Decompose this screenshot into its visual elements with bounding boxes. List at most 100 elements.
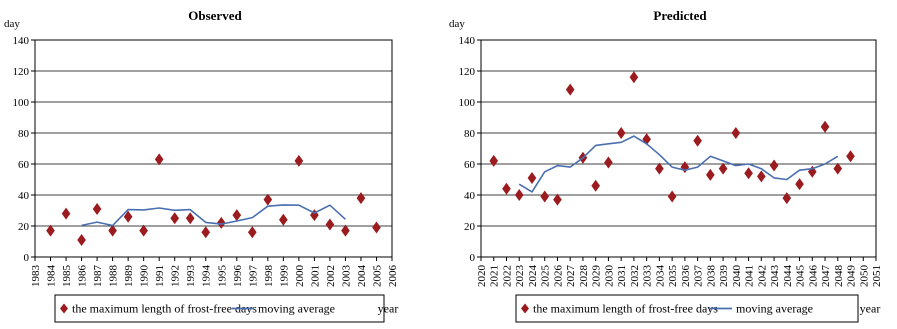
x-tick-label: 2004 — [356, 265, 368, 288]
y-unit-label: day — [449, 18, 465, 30]
legend-label-frost-free: the maximum length of frost-free days — [72, 302, 257, 316]
x-tick-label: 2039 — [718, 265, 730, 288]
x-tick-label: 2003 — [340, 265, 352, 288]
x-tick-label: 1986 — [77, 265, 89, 288]
x-tick-label: 2002 — [325, 265, 337, 287]
data-point-diamond — [769, 159, 779, 172]
y-tick-label: 100 — [13, 97, 30, 109]
data-point-diamond — [693, 134, 702, 147]
x-tick-label: 1994 — [201, 265, 213, 288]
x-tick-label: 2044 — [782, 265, 794, 288]
x-tick-label: 2046 — [807, 265, 819, 288]
x-tick-label: 2005 — [371, 265, 383, 288]
x-tick-label: 1988 — [108, 265, 120, 288]
legend: the maximum length of frost-free days mov… — [54, 294, 385, 323]
data-point-diamond — [108, 224, 117, 237]
data-point-diamond — [642, 133, 651, 146]
x-tick-label: 2045 — [795, 265, 807, 288]
x-tick-label: 2029 — [591, 265, 603, 288]
chart-title: Observed — [188, 8, 242, 23]
x-tick-label: 2024 — [527, 265, 539, 288]
x-tick-label: 2023 — [514, 265, 526, 288]
y-tick-label: 0 — [24, 252, 30, 264]
data-point-diamond — [489, 154, 499, 167]
x-tick-label: 1991 — [154, 265, 166, 287]
y-tick-label: 80 — [18, 128, 30, 140]
data-point-diamond — [341, 224, 350, 237]
x-tick-label: 2038 — [705, 265, 717, 288]
y-tick-label: 80 — [464, 128, 476, 140]
y-tick-label: 140 — [13, 35, 30, 47]
data-point-diamond — [655, 162, 664, 175]
data-point-diamond — [667, 190, 677, 203]
x-tick-label: 2040 — [731, 265, 743, 288]
data-point-diamond — [325, 218, 335, 231]
data-point-diamond — [154, 153, 164, 166]
data-point-diamond — [201, 226, 211, 239]
y-tick-label: 140 — [459, 35, 476, 47]
data-point-diamond — [782, 192, 792, 205]
y-tick-label: 40 — [18, 190, 30, 202]
data-point-diamond — [540, 190, 550, 203]
x-tick-label: 2043 — [769, 265, 781, 288]
x-tick-label: 2047 — [820, 265, 832, 288]
x-tick-label: 1992 — [170, 265, 182, 287]
data-point-diamond — [185, 212, 195, 225]
legend: the maximum length of frost-free days mov… — [515, 294, 859, 323]
y-tick-label: 120 — [13, 66, 30, 78]
data-point-diamond — [46, 224, 55, 237]
legend-marker-diamond — [60, 303, 68, 314]
data-point-diamond — [846, 150, 855, 163]
data-point-diamond — [565, 83, 575, 96]
x-tick-label: 1993 — [185, 265, 197, 288]
y-tick-label: 40 — [464, 190, 476, 202]
y-tick-label: 0 — [470, 252, 476, 264]
data-point-diamond — [795, 178, 804, 191]
x-tick-label: 1987 — [92, 265, 104, 288]
legend-marker-diamond — [521, 303, 529, 314]
data-point-diamond — [553, 193, 562, 206]
data-point-diamond — [372, 221, 381, 234]
x-tick-label: 1999 — [278, 265, 290, 288]
x-tick-label: 1998 — [263, 265, 275, 288]
data-point-diamond — [527, 171, 537, 184]
x-tick-label: 2050 — [858, 265, 870, 288]
y-tick-label: 20 — [18, 221, 30, 233]
x-tick-label: 1995 — [216, 265, 228, 288]
series-line-moving-average — [81, 204, 346, 227]
data-point-diamond — [77, 233, 86, 246]
x-tick-label: 2033 — [642, 265, 654, 288]
x-tick-label: 1985 — [61, 265, 73, 288]
x-tick-label: 2031 — [616, 265, 628, 287]
legend-box — [515, 294, 859, 323]
x-tick-label: 2037 — [693, 265, 705, 288]
series-line-moving-average — [518, 135, 839, 193]
data-point-diamond — [139, 224, 148, 237]
legend-label-frost-free: the maximum length of frost-free days — [533, 302, 718, 316]
plot-area-frame — [34, 39, 393, 258]
x-tick-label: 2025 — [540, 265, 552, 288]
x-tick-label: 1989 — [123, 265, 135, 288]
x-tick-label: 2049 — [846, 265, 858, 288]
x-tick-label: 1997 — [247, 265, 259, 288]
data-point-diamond — [514, 189, 524, 201]
x-tick-label: 2006 — [387, 265, 399, 288]
data-point-diamond — [757, 170, 766, 183]
x-tick-label: 1996 — [232, 265, 244, 288]
x-tick-label: 2041 — [744, 265, 756, 287]
x-tick-label: 2022 — [501, 265, 513, 287]
legend-label-moving-average: moving average — [258, 302, 335, 316]
x-tick-label: 2000 — [294, 265, 306, 288]
y-tick-label: 60 — [464, 159, 476, 171]
legend-label-moving-average: moving average — [736, 302, 813, 316]
data-point-diamond — [216, 216, 226, 229]
x-tick-label: 2001 — [309, 265, 321, 287]
data-point-diamond — [502, 182, 511, 195]
data-point-diamond — [356, 192, 366, 205]
x-tick-label: 2032 — [629, 265, 641, 287]
data-point-diamond — [279, 213, 288, 226]
x-tick-label: 1990 — [139, 265, 151, 288]
data-point-diamond — [294, 154, 304, 167]
